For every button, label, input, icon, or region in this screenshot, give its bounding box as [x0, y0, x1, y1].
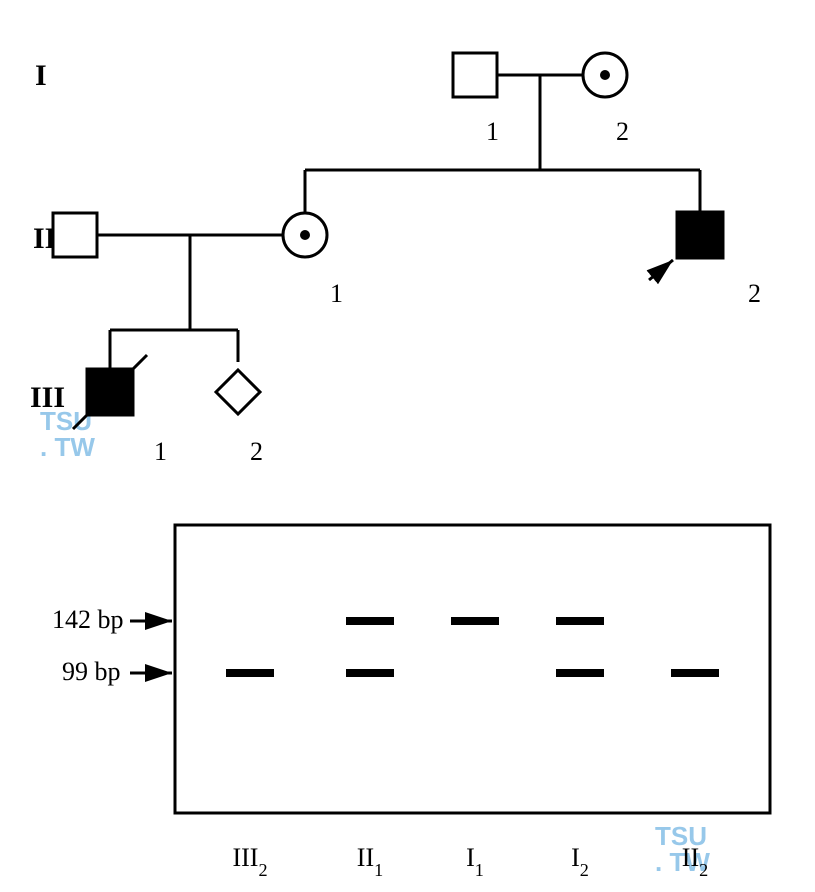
gel-band: [346, 669, 394, 677]
person-II1: 1: [283, 213, 343, 308]
gel-band: [556, 669, 604, 677]
person-III2: 2: [216, 370, 263, 466]
lane-label: II1: [357, 843, 383, 880]
lane-label: III2: [232, 843, 267, 880]
svg-text:1: 1: [154, 437, 167, 466]
person-I2: 2: [583, 53, 629, 146]
svg-text:I2: I2: [571, 843, 589, 880]
gel-band: [671, 669, 719, 677]
svg-text:1: 1: [330, 279, 343, 308]
gel-band: [226, 669, 274, 677]
lane-label: I1: [466, 843, 484, 880]
person-I1: 1: [453, 53, 499, 146]
svg-text:2: 2: [748, 279, 761, 308]
svg-text:I1: I1: [466, 843, 484, 880]
svg-text:II1: II1: [357, 843, 383, 880]
svg-text:1: 1: [486, 117, 499, 146]
bp-label: 142 bp: [52, 605, 124, 634]
svg-text:2: 2: [616, 117, 629, 146]
svg-text:2: 2: [250, 437, 263, 466]
svg-text:III2: III2: [232, 843, 267, 880]
person-II0: [53, 213, 97, 257]
gel-band: [556, 617, 604, 625]
svg-text:. TW: . TW: [40, 432, 95, 462]
person-II2: 2: [649, 212, 761, 308]
gel-band: [451, 617, 499, 625]
bp-label: 99 bp: [62, 657, 121, 686]
lane-label: I2: [571, 843, 589, 880]
generation-label: I: [35, 59, 47, 92]
generation-label: III: [30, 381, 65, 414]
gel-band: [346, 617, 394, 625]
